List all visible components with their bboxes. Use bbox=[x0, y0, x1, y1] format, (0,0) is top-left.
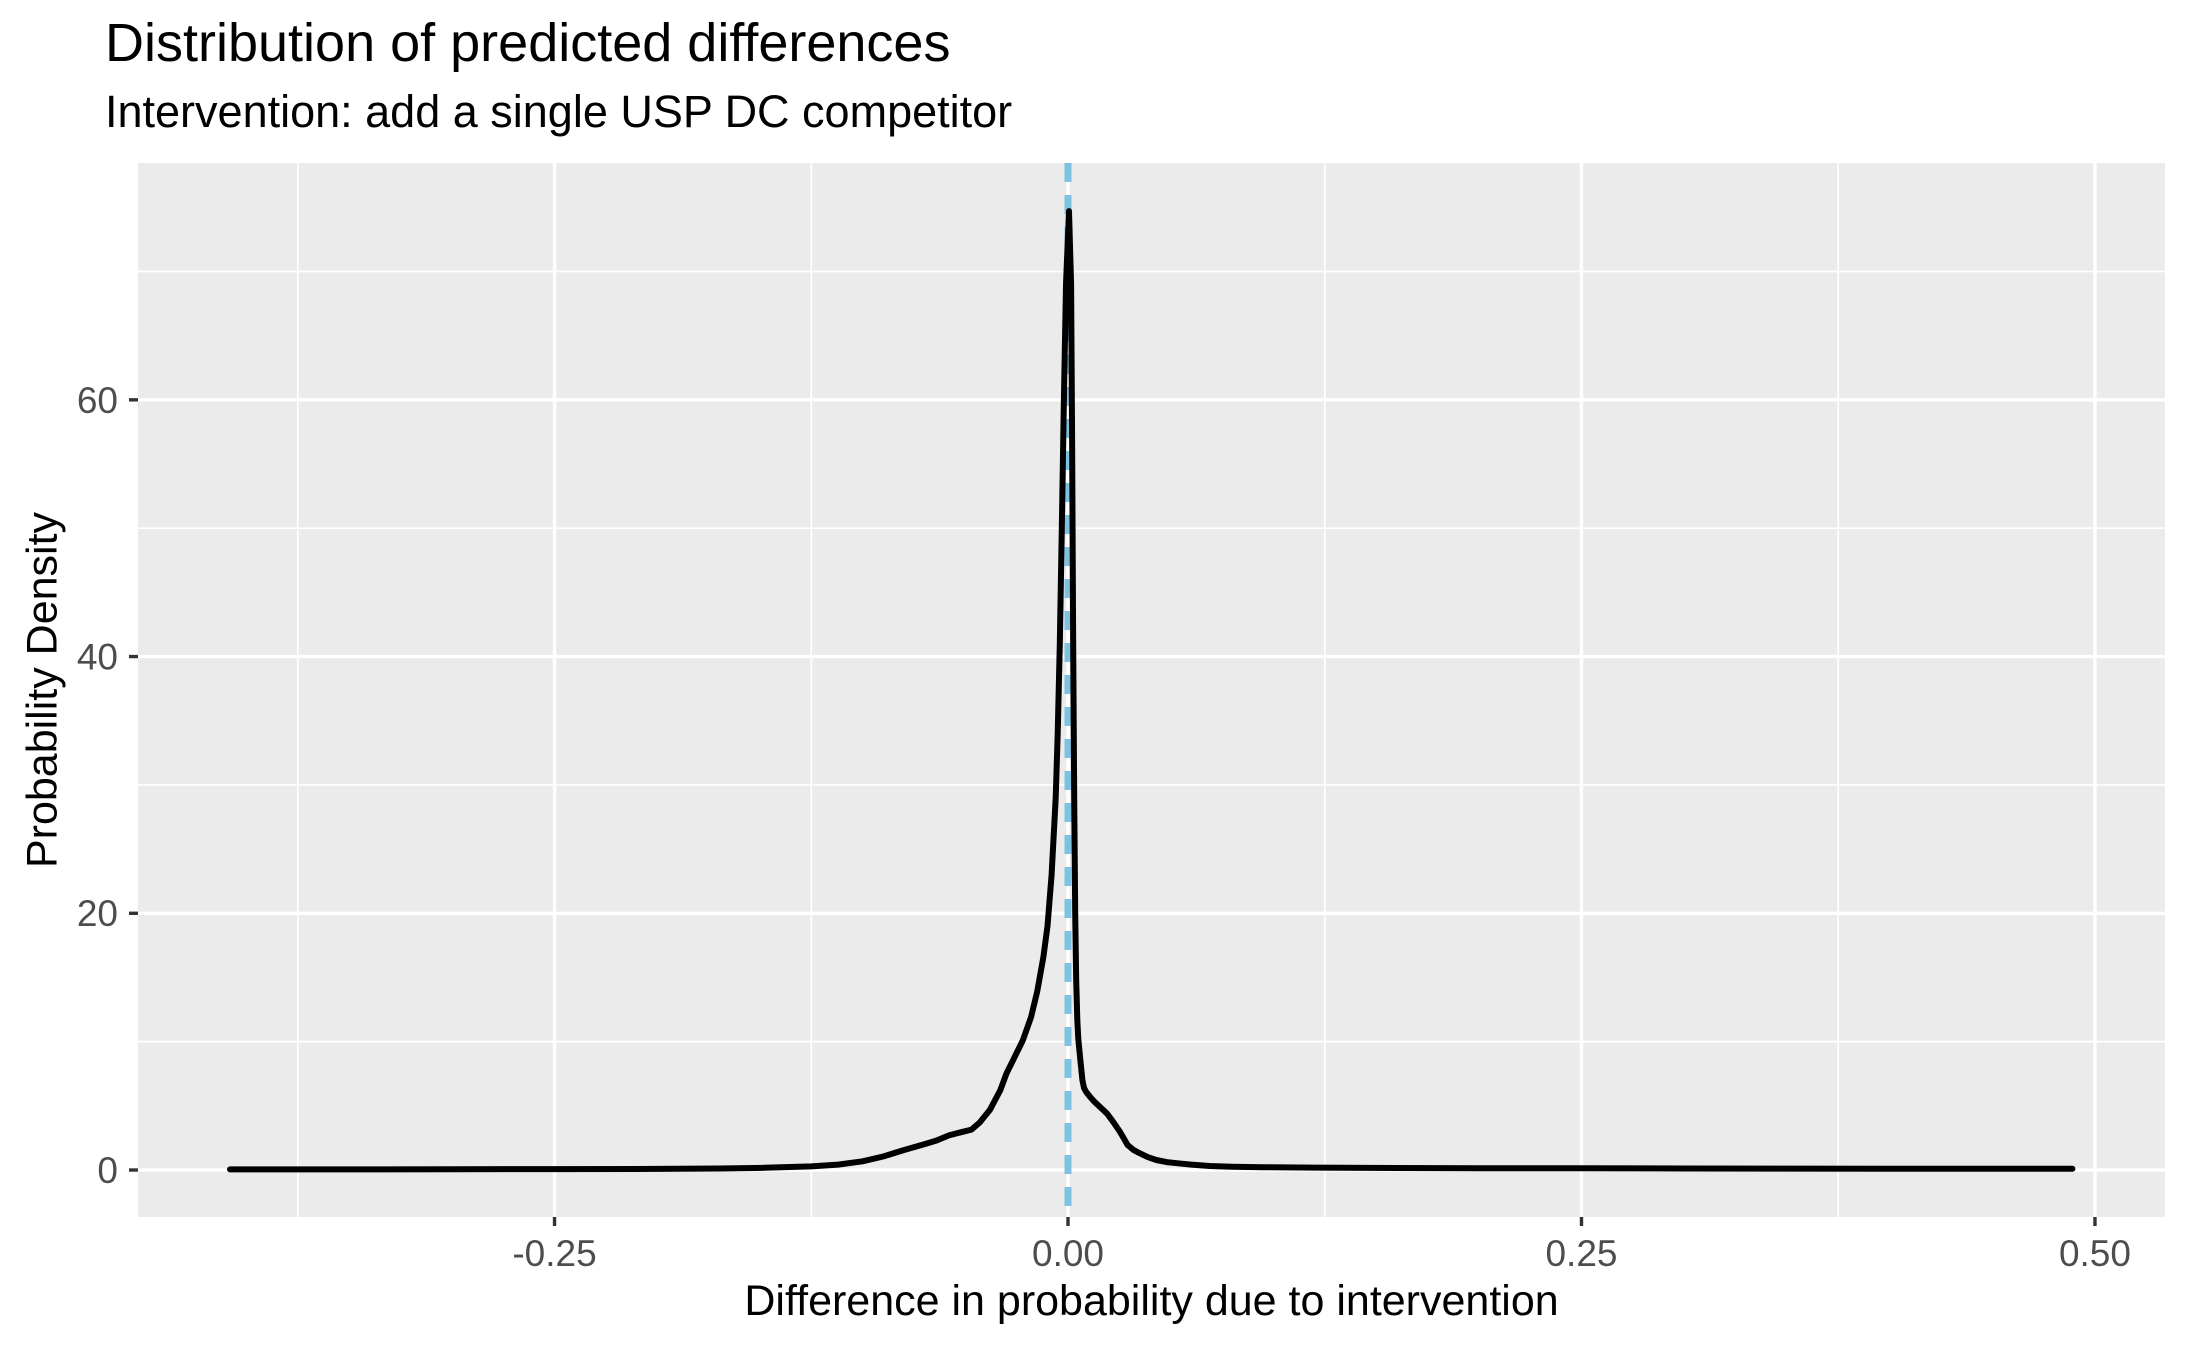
y-tick-label: 60 bbox=[77, 380, 118, 421]
y-tick-label: 0 bbox=[97, 1150, 118, 1191]
x-tick-label: 0.00 bbox=[1032, 1233, 1104, 1274]
density-curve bbox=[227, 208, 2076, 1173]
x-tick-label: 0.50 bbox=[2059, 1233, 2131, 1274]
y-tick-label: 20 bbox=[77, 893, 118, 934]
x-axis-title: Difference in probability due to interve… bbox=[744, 1277, 1559, 1325]
chart-subtitle: Intervention: add a single USP DC compet… bbox=[105, 86, 1013, 137]
panel-background bbox=[138, 163, 2165, 1217]
chart-title: Distribution of predicted differences bbox=[105, 13, 951, 73]
x-tick-label: -0.25 bbox=[512, 1233, 596, 1274]
y-tick-label: 40 bbox=[77, 637, 118, 678]
x-tick-label: 0.25 bbox=[1545, 1233, 1617, 1274]
